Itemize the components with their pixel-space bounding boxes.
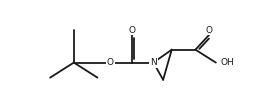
Text: OH: OH [220,58,234,67]
Text: O: O [129,26,136,35]
Text: O: O [107,58,114,67]
Text: O: O [206,26,213,35]
Text: N: N [150,58,157,67]
